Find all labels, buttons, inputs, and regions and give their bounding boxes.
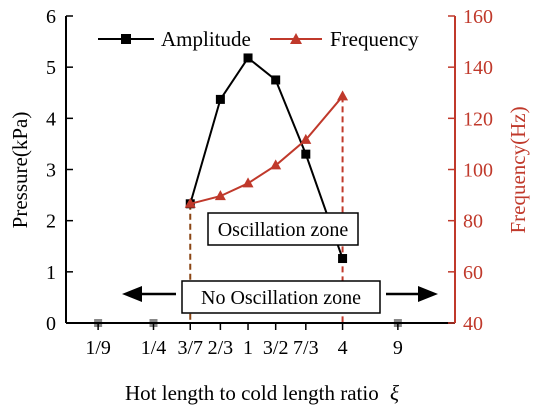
legend-amplitude-marker bbox=[121, 34, 131, 44]
legend-amplitude-label: Amplitude bbox=[161, 27, 251, 51]
y-tick-label: 5 bbox=[46, 57, 56, 79]
y2-tick-label: 80 bbox=[463, 211, 483, 233]
amplitude-series-line bbox=[189, 56, 344, 259]
x-tick-label: 1 bbox=[243, 337, 253, 359]
no-oscillation-zone-box bbox=[181, 280, 381, 314]
frequency-point bbox=[184, 197, 196, 208]
legend: Amplitude Frequency bbox=[98, 27, 419, 51]
y-tick-label: 2 bbox=[46, 211, 56, 233]
amplitude-point bbox=[215, 94, 225, 104]
x-tick-label: 7/3 bbox=[293, 337, 319, 359]
y-tick-label: 3 bbox=[46, 160, 56, 182]
y-tick-label: 6 bbox=[46, 6, 56, 28]
x-tick-label: 3/2 bbox=[263, 337, 289, 359]
frequency-series-line bbox=[190, 95, 344, 205]
no-oscillation-zone-label: No Oscillation zone bbox=[201, 287, 361, 309]
legend-frequency-label: Frequency bbox=[330, 27, 419, 51]
amplitude-point bbox=[243, 53, 253, 63]
x-tick-label: 3/7 bbox=[177, 337, 203, 359]
y2-axis-title: Frequency(Hz) bbox=[506, 106, 530, 233]
right-arrow-head bbox=[418, 286, 438, 302]
y2-tick-label: 120 bbox=[463, 108, 493, 130]
y-tick-label: 1 bbox=[46, 262, 56, 284]
x-axis-title-symbol: ξ bbox=[390, 381, 399, 405]
oscillation-zone-label: Oscillation zone bbox=[218, 219, 349, 241]
y2-tick-label: 140 bbox=[463, 57, 493, 79]
frequency-point bbox=[242, 177, 254, 188]
y-tick-label: 4 bbox=[46, 108, 56, 130]
y2-tick-label: 100 bbox=[463, 160, 493, 182]
frequency-point bbox=[270, 159, 282, 170]
legend-frequency-marker bbox=[290, 33, 302, 44]
amplitude-point bbox=[338, 254, 348, 264]
y2-tick-label: 160 bbox=[463, 6, 493, 28]
y-axis-title: Pressure(kPa) bbox=[8, 112, 32, 229]
y2-tick-label: 60 bbox=[463, 262, 483, 284]
frequency-point bbox=[300, 133, 312, 144]
amplitude-point bbox=[301, 149, 311, 159]
y2-tick-label: 40 bbox=[463, 313, 483, 335]
y-tick-label: 0 bbox=[46, 313, 56, 335]
x-tick-label: 1/9 bbox=[85, 337, 111, 359]
amplitude-point bbox=[271, 75, 281, 85]
axis-ticks: 0 1 2 3 4 5 6 40 60 80 100 120 140 160 1/9 1/4 3/7 2/3 1 3/… bbox=[46, 6, 493, 359]
x-axis-title-text: Hot length to cold length ratio bbox=[125, 381, 379, 405]
oscillation-zone-box bbox=[207, 212, 359, 246]
x-tick-label: 1/4 bbox=[141, 337, 167, 359]
x-tick-label: 4 bbox=[338, 337, 348, 359]
frequency-point bbox=[214, 190, 226, 201]
left-arrow-head bbox=[122, 286, 142, 302]
x-axis-title: Hot length to cold length ratio ξ bbox=[125, 381, 399, 405]
x-tick-label: 9 bbox=[393, 337, 403, 359]
x-tick-label: 2/3 bbox=[208, 337, 234, 359]
frequency-point bbox=[337, 90, 349, 101]
